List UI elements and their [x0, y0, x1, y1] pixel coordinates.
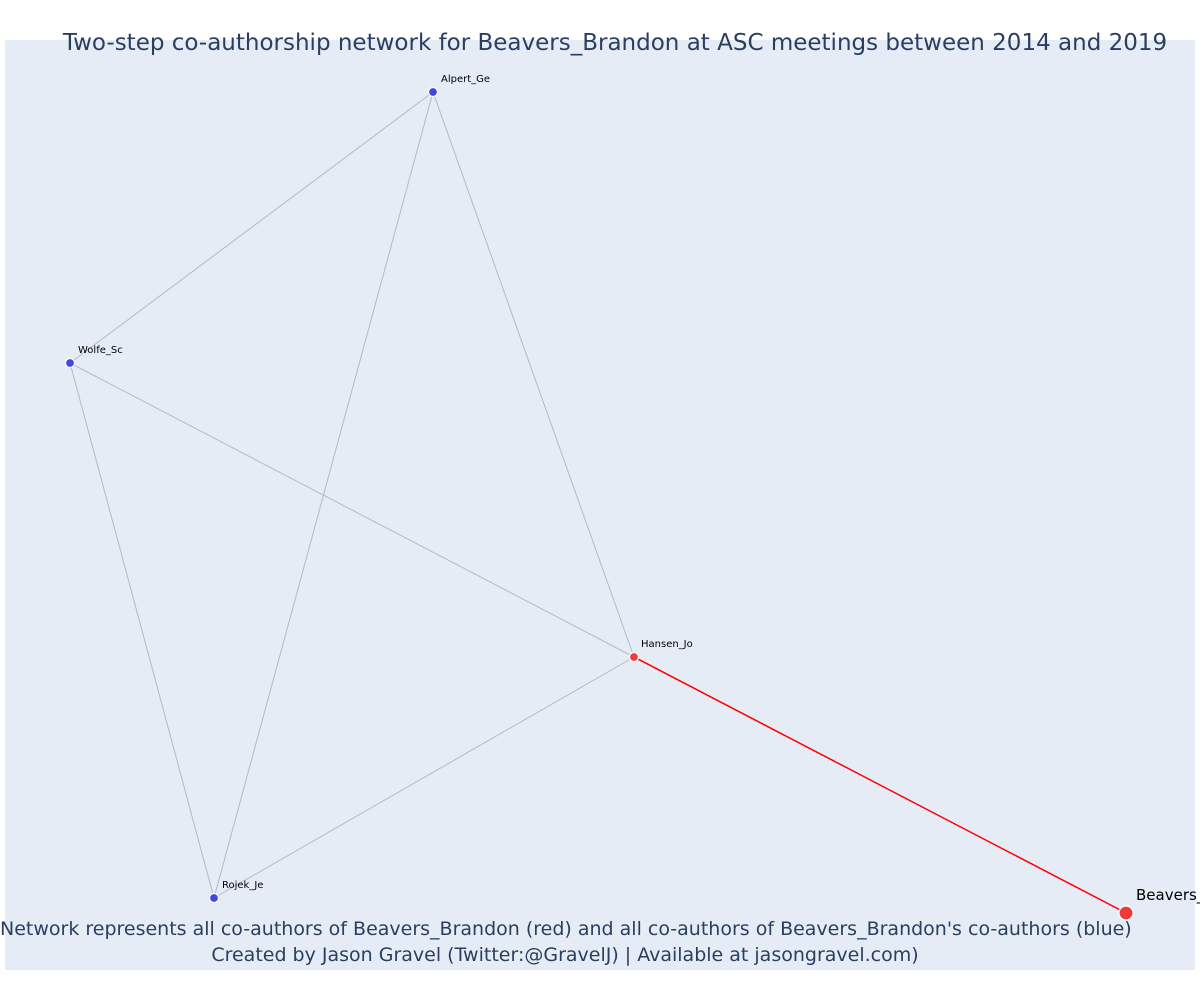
chart-title: Two-step co-authorship network for Beave…	[62, 30, 1168, 56]
node-Beavers_Brandon[interactable]	[1118, 905, 1134, 921]
footer-description: Network represents all co-authors of Bea…	[0, 918, 1132, 940]
node-label-Alpert_Ge: Alpert_Ge	[441, 74, 490, 85]
node-label-Beavers_Brandon: Beavers_	[1136, 886, 1200, 905]
plot-area	[5, 40, 1195, 970]
node-Hansen_Jo[interactable]	[628, 651, 640, 663]
edge-Hansen_Jo-Rojek_Je	[213, 656, 635, 899]
footer-credit: Created by Jason Gravel (Twitter:@Gravel…	[211, 944, 919, 966]
nodes-layer	[64, 86, 1134, 921]
edges-layer	[69, 91, 1127, 914]
node-label-Rojek_Je: Rojek_Je	[222, 880, 263, 891]
labels-layer: Beavers_ Hansen_Jo Alpert_Ge Wolfe_Sc Rojek_…	[78, 74, 1200, 905]
node-Rojek_Je[interactable]	[208, 892, 220, 904]
edge-Alpert_Ge-Wolfe_Sc	[69, 91, 434, 364]
edge-Wolfe_Sc-Rojek_Je	[69, 362, 215, 899]
edge-Beavers_Brandon-Hansen_Jo	[633, 656, 1127, 914]
node-label-Wolfe_Sc: Wolfe_Sc	[78, 345, 123, 356]
node-Wolfe_Sc[interactable]	[64, 357, 76, 369]
edge-Alpert_Ge-Rojek_Je	[213, 91, 434, 899]
edge-Hansen_Jo-Alpert_Ge	[432, 91, 635, 658]
node-Alpert_Ge[interactable]	[427, 86, 439, 98]
edge-Hansen_Jo-Wolfe_Sc	[69, 362, 635, 658]
node-label-Hansen_Jo: Hansen_Jo	[641, 639, 693, 650]
